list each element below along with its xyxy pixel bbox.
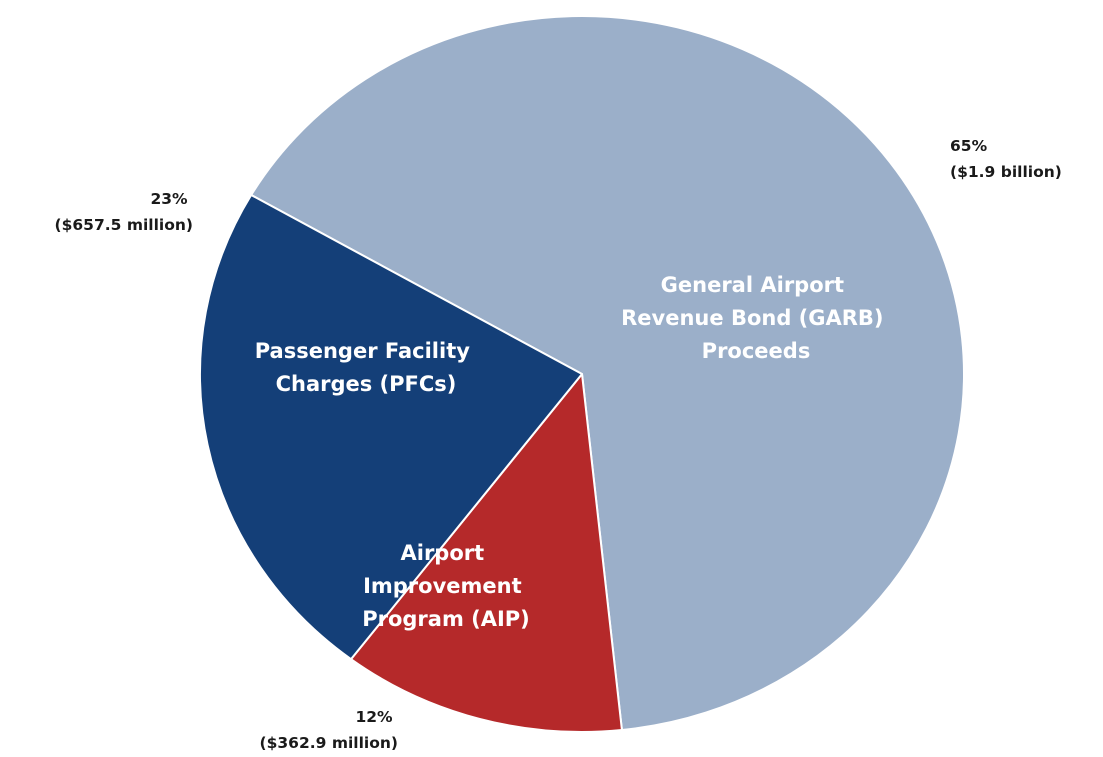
value-label-garb: 65% ($1.9 billion): [950, 137, 1062, 181]
pie-slices: [199, 15, 965, 733]
label-pfc: Passenger Facility Charges (PFCs): [255, 339, 478, 396]
slice-garb: [250, 15, 965, 732]
slice-pfc: [199, 194, 583, 661]
value-label-pfc: 23% ($657.5 million): [55, 190, 193, 234]
label-aip: Airport Improvement Program (AIP): [362, 541, 530, 631]
slice-aip: [350, 373, 623, 733]
label-garb: General Airport Revenue Bond (GARB) Proc…: [621, 273, 891, 363]
value-label-aip: 12% ($362.9 million): [260, 708, 398, 752]
